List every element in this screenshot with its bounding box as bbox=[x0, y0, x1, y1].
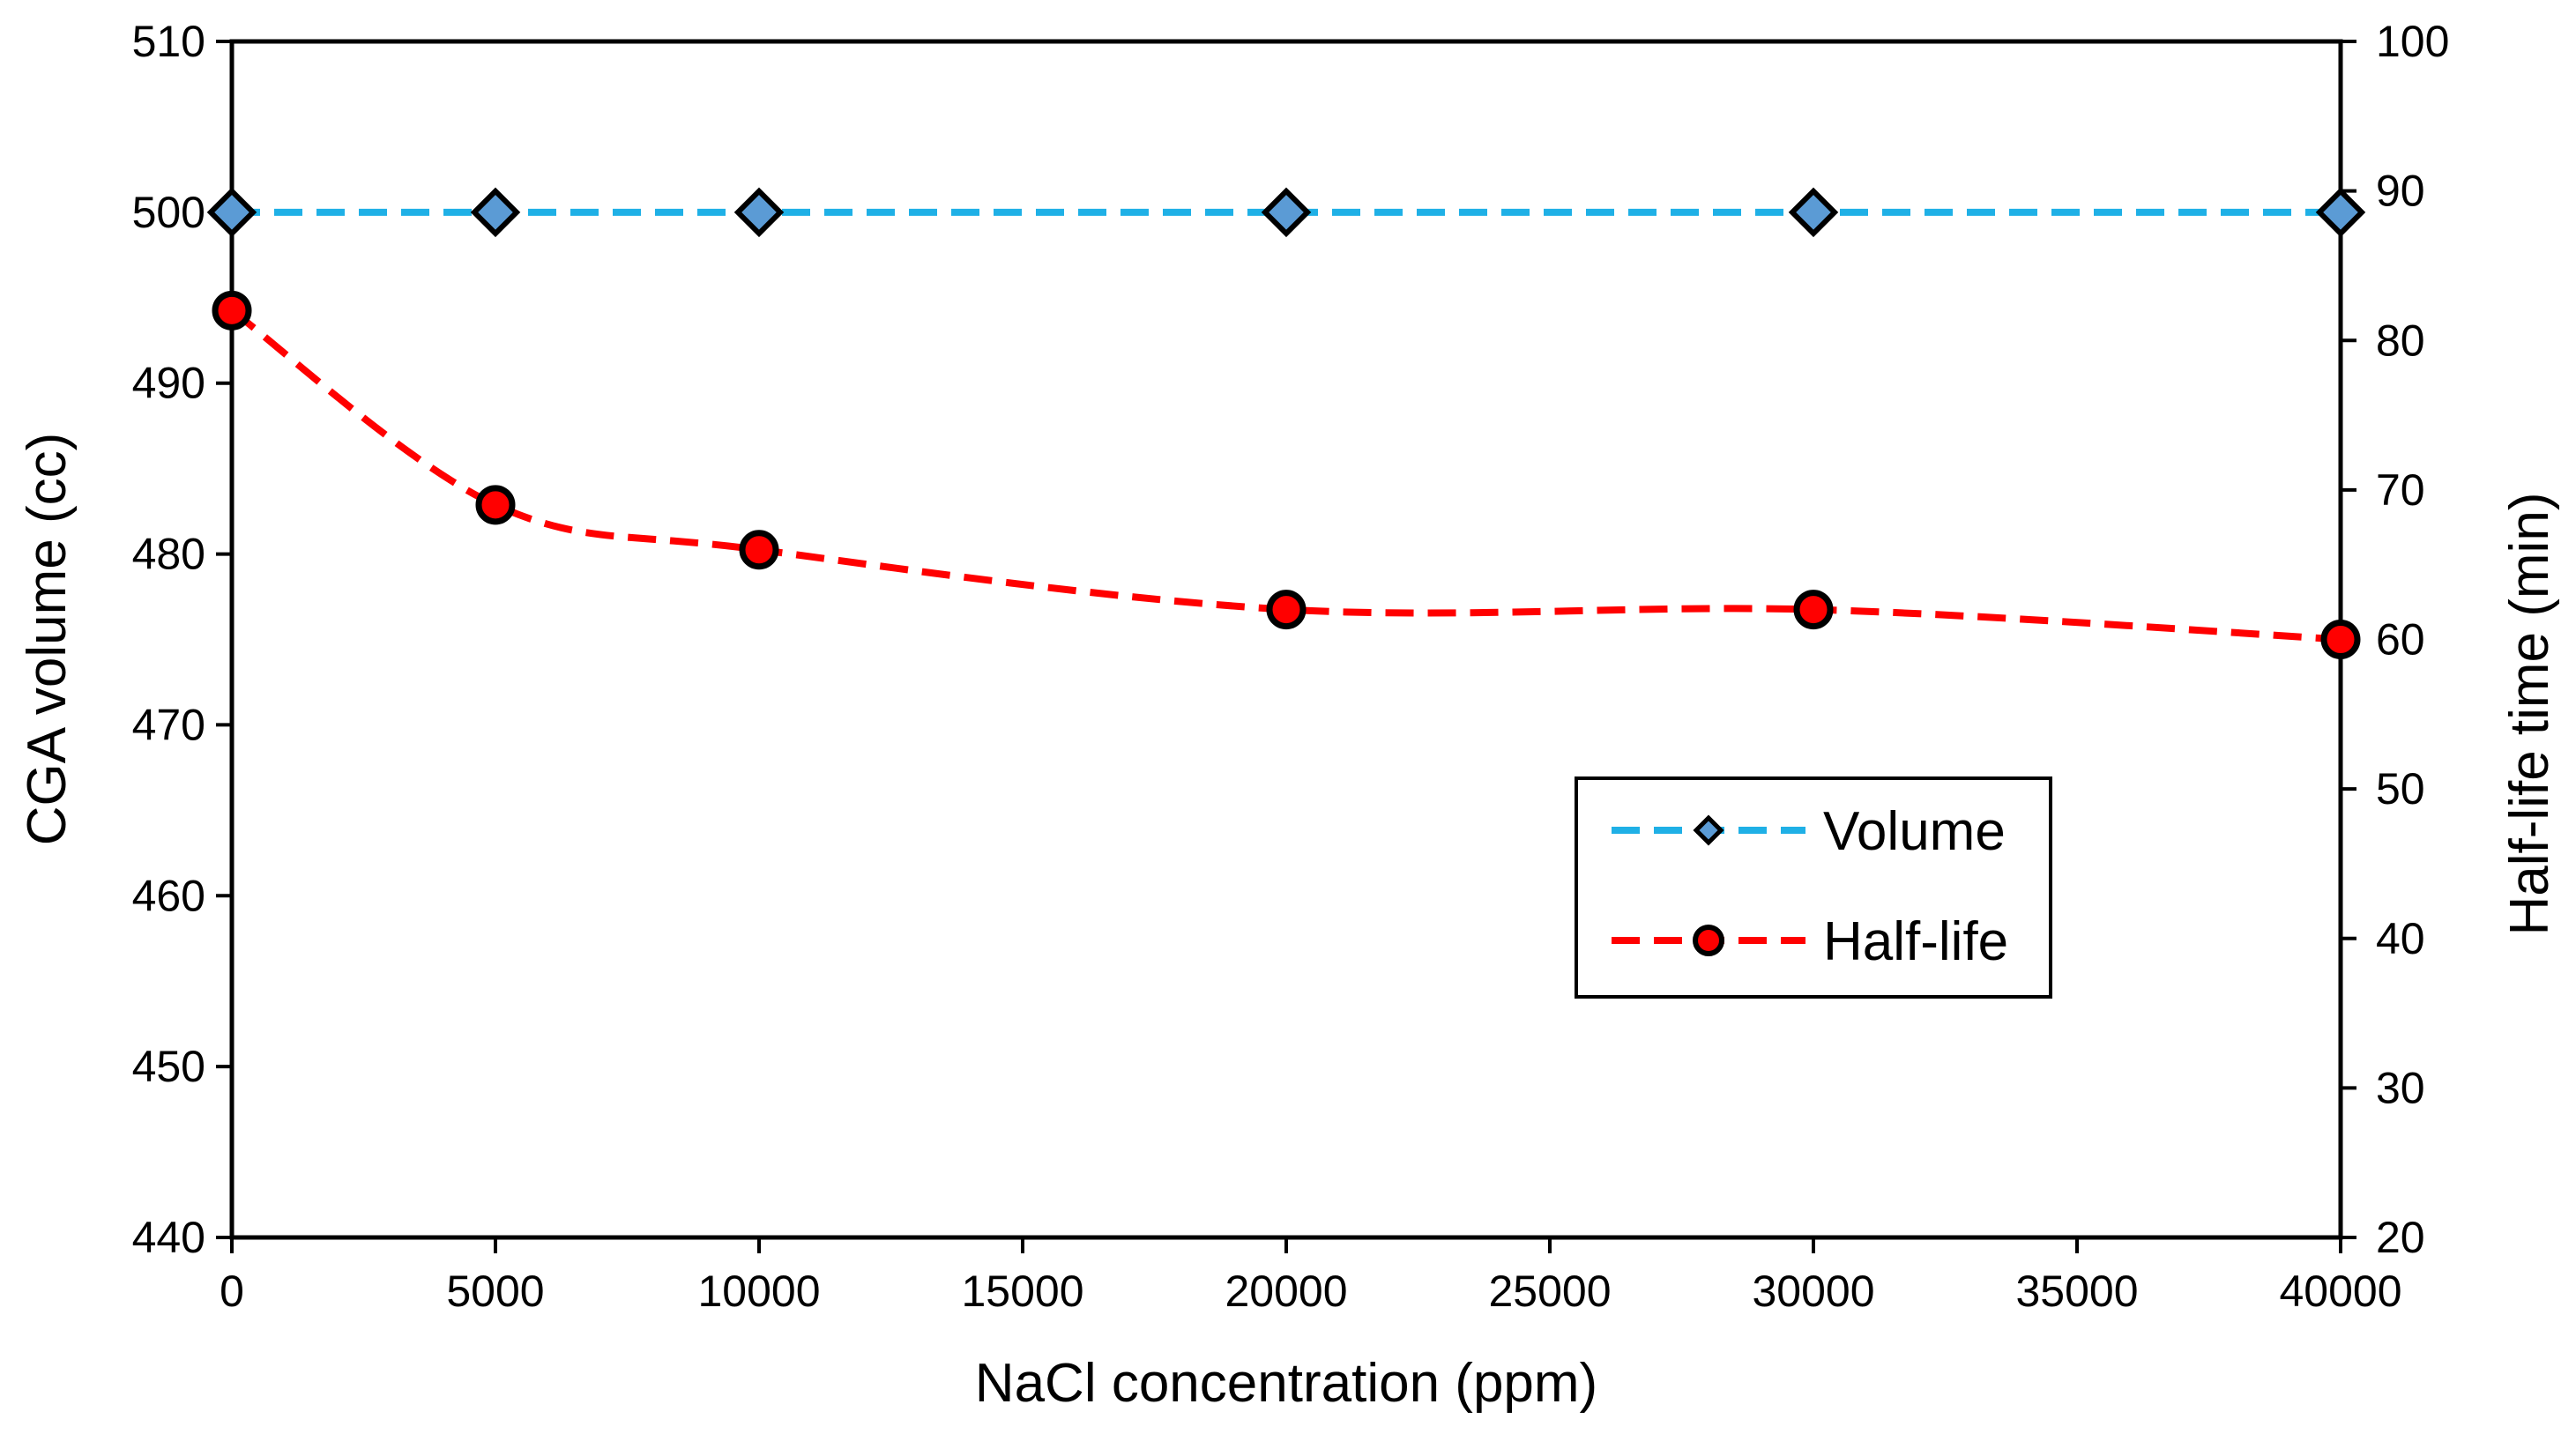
data-point-volume bbox=[470, 187, 521, 238]
data-point-volume bbox=[206, 187, 257, 238]
legend-marker-shape bbox=[1693, 925, 1724, 956]
data-point-half-life bbox=[475, 485, 516, 525]
x-axis-title: NaCl concentration (ppm) bbox=[975, 1353, 1597, 1414]
x-tick-label: 15000 bbox=[961, 1267, 1083, 1316]
series-markers bbox=[206, 187, 2366, 659]
y2-tick-label: 30 bbox=[2376, 1063, 2425, 1112]
y2-tick-label: 40 bbox=[2376, 914, 2425, 963]
data-point-half-life bbox=[2320, 620, 2361, 659]
y-tick-label: 450 bbox=[132, 1042, 205, 1091]
x-tick-label: 0 bbox=[220, 1267, 244, 1316]
y-tick-label: 480 bbox=[132, 530, 205, 579]
y2-tick-label: 70 bbox=[2376, 465, 2425, 515]
y2-tick-label: 60 bbox=[2376, 615, 2425, 665]
data-point-volume bbox=[1261, 187, 1312, 238]
legend-marker-volume bbox=[1693, 814, 1724, 846]
y-tick-label: 470 bbox=[132, 700, 205, 749]
y-tick-label: 490 bbox=[132, 359, 205, 408]
x-tick-label: 10000 bbox=[697, 1267, 820, 1316]
legend-label-half-life: Half-life bbox=[1823, 911, 2008, 972]
y-tick-label: 460 bbox=[132, 871, 205, 920]
y2-tick-label: 50 bbox=[2376, 764, 2425, 814]
data-point-half-life bbox=[1266, 590, 1307, 630]
y2-tick-label: 100 bbox=[2376, 17, 2449, 66]
data-point-volume bbox=[2315, 187, 2366, 238]
y-tick-label: 510 bbox=[132, 17, 205, 66]
data-point-volume bbox=[733, 187, 785, 238]
axis-tick-labels: 0 5000 10000 15000 20000 25000 30000 35000 40000… bbox=[132, 17, 2450, 1316]
x-tick-label: 20000 bbox=[1225, 1267, 1347, 1316]
y-tick-label: 440 bbox=[132, 1213, 205, 1262]
data-point-half-life bbox=[212, 290, 252, 331]
x-tick-label: 35000 bbox=[2015, 1267, 2138, 1316]
series-lines bbox=[229, 208, 2341, 643]
x-tick-label: 40000 bbox=[2279, 1267, 2401, 1316]
x-tick-label: 25000 bbox=[1488, 1267, 1611, 1316]
x-tick-label: 30000 bbox=[1752, 1267, 1874, 1316]
x-tick-label: 5000 bbox=[446, 1267, 544, 1316]
legend-box bbox=[1575, 776, 2052, 999]
legend-marker-shape bbox=[1693, 814, 1724, 846]
y-tick-label: 500 bbox=[132, 188, 205, 237]
y2-tick-label: 20 bbox=[2376, 1213, 2425, 1262]
y2-tick-label: 80 bbox=[2376, 316, 2425, 365]
data-point-half-life bbox=[739, 530, 779, 570]
y2-axis-title: Half-life time (min) bbox=[2499, 493, 2560, 936]
data-point-volume bbox=[1788, 187, 1839, 238]
legend-label-volume: Volume bbox=[1823, 801, 2006, 862]
data-point-half-life bbox=[1793, 590, 1834, 630]
legend: Volume Half-life bbox=[1575, 776, 2052, 999]
y-axis-title: CGA volume (cc) bbox=[17, 433, 78, 846]
y2-tick-label: 90 bbox=[2376, 167, 2425, 216]
legend-marker-half-life bbox=[1693, 925, 1724, 956]
